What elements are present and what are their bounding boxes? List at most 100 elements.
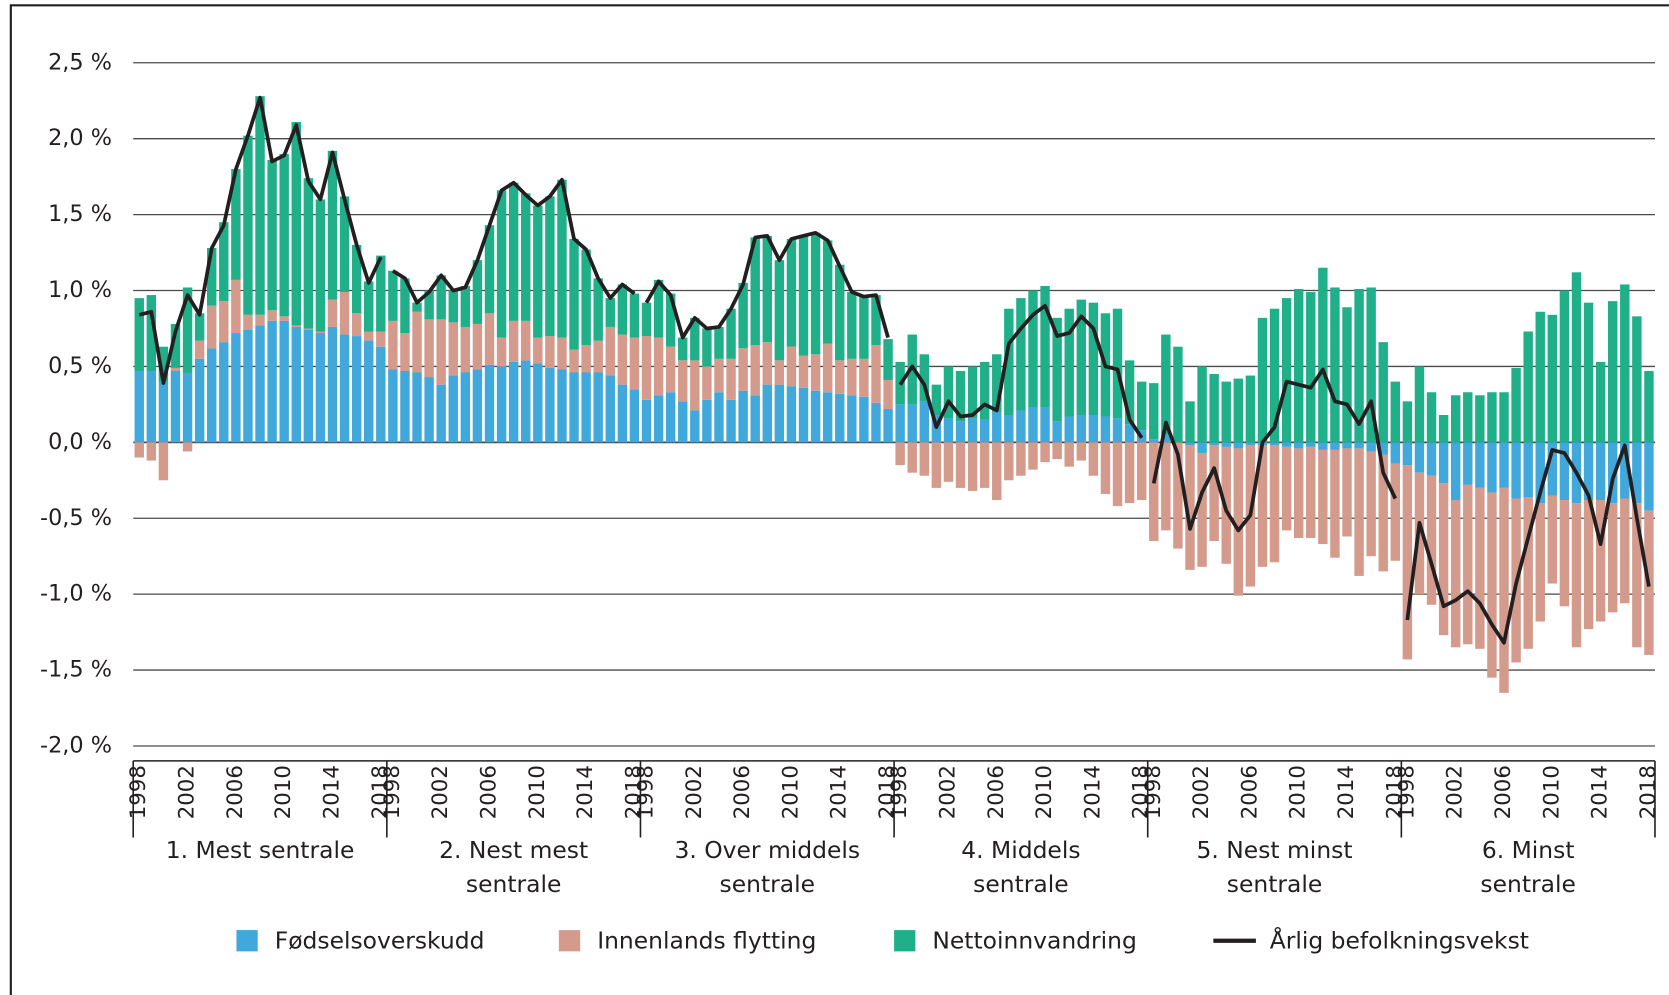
bar-segment — [182, 372, 193, 443]
bar-segment — [714, 392, 724, 443]
bar-segment — [1173, 442, 1183, 549]
bar-segment — [774, 260, 785, 361]
bar-segment — [1149, 442, 1159, 542]
bar-segment — [1342, 307, 1352, 443]
bar-segment — [847, 292, 857, 359]
bar-segment — [979, 419, 990, 443]
bar-segment — [1306, 442, 1316, 447]
bar-segment — [871, 345, 881, 403]
bar-segment — [1475, 395, 1485, 443]
bar-segment — [182, 442, 193, 452]
bar-segment — [134, 442, 144, 458]
bar-segment — [955, 421, 966, 443]
x-tick-label: 2018 — [875, 765, 900, 819]
bar-segment — [1004, 442, 1014, 481]
bar-segment — [822, 343, 833, 393]
bar-segment — [1281, 446, 1292, 531]
bar-segment — [992, 442, 1002, 501]
bar-segment — [376, 346, 386, 443]
x-tick-label: 2002 — [428, 765, 453, 819]
bar-segment — [376, 255, 386, 332]
bar-segment — [1607, 503, 1618, 613]
x-tick-label: 2010 — [525, 765, 550, 819]
group-label: 5. Nest minst — [1197, 836, 1353, 864]
bar-segment — [690, 317, 700, 361]
bar-segment — [1052, 442, 1062, 460]
bar-segment — [569, 349, 579, 373]
bar-segment — [327, 326, 338, 443]
bar-segment — [339, 292, 350, 335]
bar-segment — [1595, 442, 1606, 501]
bar-segment — [1571, 272, 1582, 443]
bar-segment — [871, 295, 881, 346]
group-label: sentrale — [466, 870, 561, 898]
x-tick-label: 2014 — [319, 765, 344, 819]
bar-segment — [557, 337, 567, 370]
x-tick-label: 2010 — [1539, 765, 1564, 819]
bar-segment — [895, 404, 905, 443]
bar-segment — [943, 418, 954, 443]
bar-segment — [1583, 442, 1594, 501]
bar-segment — [1390, 463, 1401, 561]
bar-segment — [1559, 500, 1570, 607]
bar-segment — [291, 325, 301, 327]
bar-segment — [255, 314, 265, 326]
bar-segment — [400, 333, 410, 371]
bar-segment — [1620, 498, 1630, 604]
bar-segment — [231, 333, 241, 443]
legend-swatch — [894, 930, 916, 952]
bar-segment — [557, 369, 567, 443]
x-tick-label: 1998 — [380, 765, 405, 819]
bar-segment — [1306, 292, 1316, 443]
bar-segment — [1366, 451, 1376, 557]
bar-segment — [714, 358, 724, 393]
bar-segment — [835, 393, 845, 443]
bar-segment — [1402, 401, 1413, 443]
bar-segment — [726, 358, 736, 400]
bar-segment — [931, 442, 942, 488]
bar-segment — [351, 313, 362, 337]
bar-segment — [1112, 308, 1123, 419]
bar-segment — [665, 392, 676, 443]
y-tick-label: -1,5 % — [40, 657, 112, 683]
bar-segment — [859, 396, 869, 443]
bar-segment — [569, 238, 579, 350]
bar-segment — [1463, 442, 1473, 485]
x-tick-label: 2006 — [223, 765, 248, 819]
bar-segment — [1028, 407, 1038, 443]
bar-segment — [1632, 316, 1642, 443]
bar-segment — [243, 135, 253, 315]
bar-segment — [1269, 308, 1280, 443]
x-tick-label: 2006 — [1237, 765, 1262, 819]
bar-segment — [496, 190, 507, 338]
bar-segment — [907, 442, 917, 473]
bar-segment — [436, 319, 446, 385]
x-tick-label: 2006 — [730, 765, 755, 819]
bar-segment — [1281, 298, 1292, 443]
bar-segment — [1535, 311, 1545, 443]
x-tick-label: 1998 — [887, 765, 912, 819]
bar-segment — [786, 238, 797, 347]
bar-segment — [955, 370, 966, 422]
bar-segment — [653, 337, 664, 396]
x-tick-label: 2010 — [1032, 765, 1057, 819]
bar-segment — [1632, 442, 1642, 504]
bar-segment — [1269, 445, 1280, 563]
bar-segment — [339, 334, 350, 443]
bar-segment — [750, 345, 760, 396]
bar-segment — [1366, 442, 1376, 452]
bar-segment — [871, 402, 881, 443]
bar-segment — [593, 278, 603, 341]
bar-segment — [847, 395, 857, 443]
bar-segment — [1318, 449, 1328, 545]
x-tick-label: 2018 — [1636, 765, 1661, 819]
bar-segment — [605, 298, 615, 327]
bar-segment — [315, 331, 326, 334]
bar-segment — [919, 442, 929, 476]
bar-segment — [762, 235, 772, 343]
bar-segment — [1209, 442, 1219, 446]
x-tick-label: 2014 — [827, 765, 852, 819]
y-tick-label: -2,0 % — [40, 732, 112, 758]
bar-segment — [315, 333, 326, 443]
x-tick-label: 2018 — [1382, 765, 1407, 819]
